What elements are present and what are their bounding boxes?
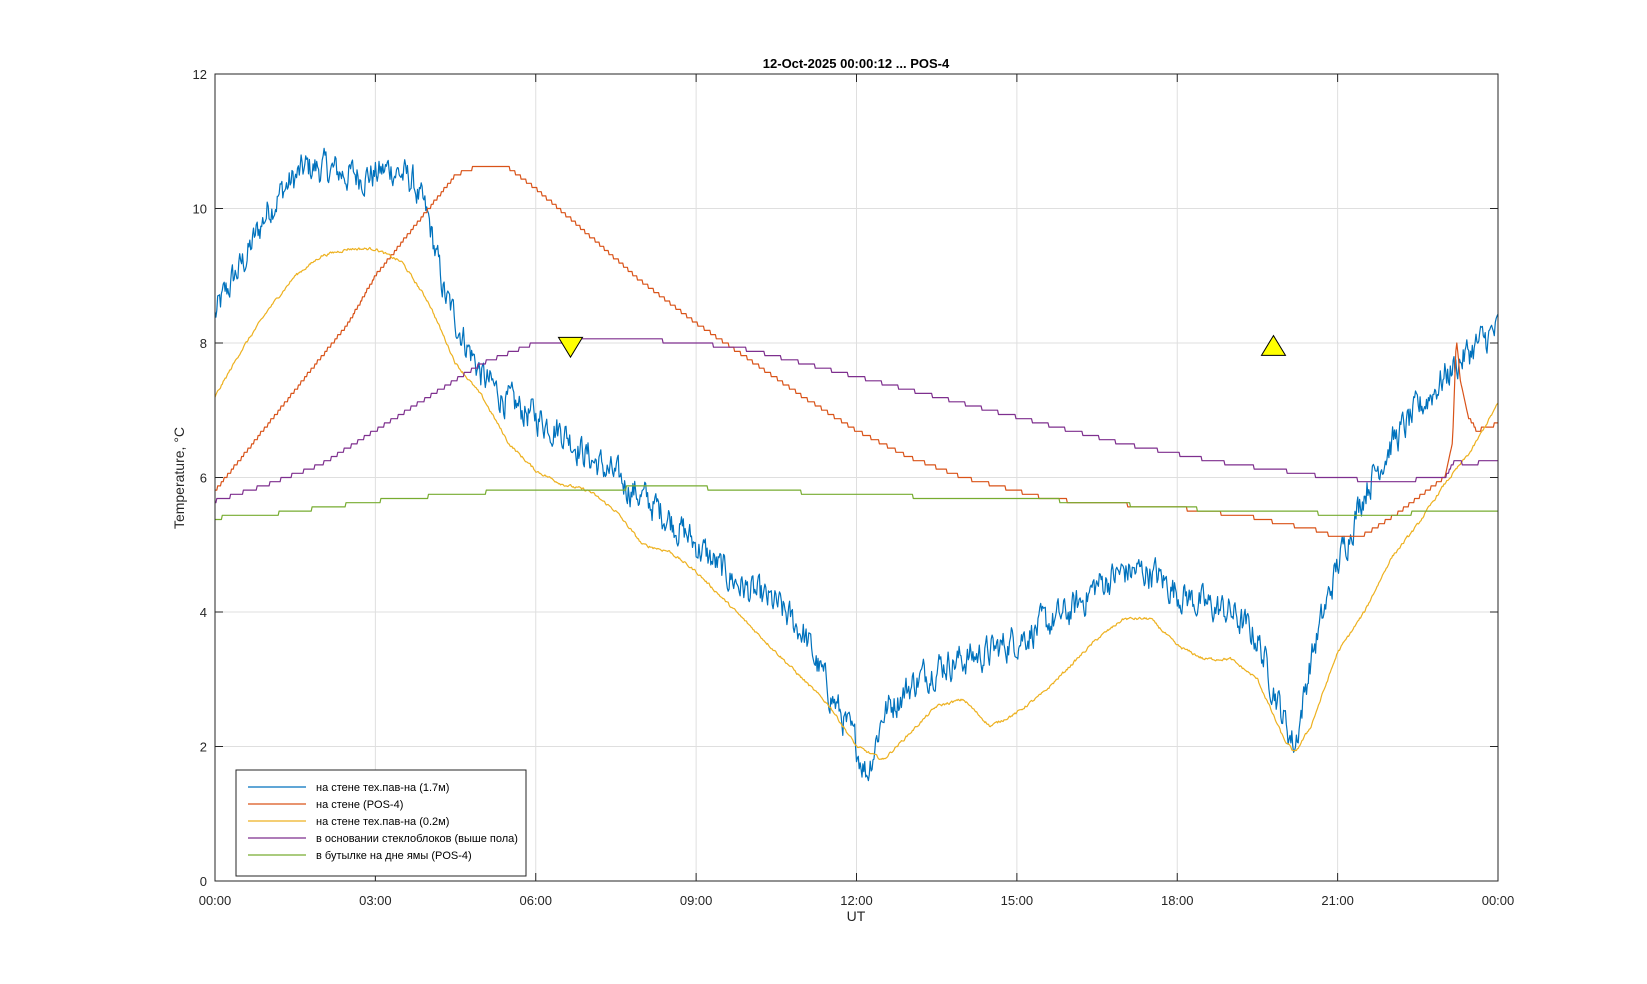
legend-entry-1: на стене тех.пав-на (1.7м) <box>316 782 449 794</box>
legend-entry-3: на стене тех.пав-на (0.2м) <box>316 816 449 828</box>
y-tick-label: 12 <box>193 67 207 82</box>
y-axis-label: Temperature, °C <box>171 427 187 529</box>
x-tick-label: 12:00 <box>840 893 873 908</box>
legend-entry-2: на стене (POS-4) <box>316 799 403 811</box>
x-tick-label: 03:00 <box>359 893 392 908</box>
series-line-3 <box>214 246 1499 760</box>
x-tick-label: 18:00 <box>1161 893 1194 908</box>
legend-entry-5: в бутылке на дне ямы (POS-4) <box>316 850 472 862</box>
series-line-2 <box>215 165 1498 537</box>
series-line-5 <box>215 485 1498 521</box>
x-tick-label: 00:00 <box>199 893 232 908</box>
y-tick-label: 6 <box>200 471 207 486</box>
series-line-4 <box>215 338 1498 504</box>
chart-title: 12-Oct-2025 00:00:12 ... POS-4 <box>763 56 950 71</box>
legend-entry-4: в основании стеклоблоков (выше пола) <box>316 833 518 845</box>
x-tick-label: 21:00 <box>1321 893 1354 908</box>
series-line-1 <box>214 147 1499 782</box>
markers-group <box>557 334 1287 359</box>
x-tick-label: 09:00 <box>680 893 713 908</box>
x-tick-label: 06:00 <box>519 893 552 908</box>
x-tick-label: 15:00 <box>1001 893 1034 908</box>
legend: на стене тех.пав-на (1.7м) на стене (POS-… <box>235 769 527 877</box>
x-axis-label: UT <box>847 908 866 924</box>
up-triangle-marker <box>1260 334 1287 356</box>
x-tick-label: 00:00 <box>1482 893 1515 908</box>
series-group <box>214 147 1499 782</box>
legend-box <box>235 769 527 877</box>
y-tick-label: 10 <box>193 202 207 217</box>
ticks: 00:00 03:00 06:00 09:00 12:00 15:00 18:00 21:00… <box>193 67 1515 908</box>
y-tick-label: 2 <box>200 740 207 755</box>
y-tick-label: 8 <box>200 336 207 351</box>
y-tick-label: 4 <box>200 605 207 620</box>
y-tick-label: 0 <box>200 874 207 889</box>
down-triangle-marker <box>557 336 584 359</box>
